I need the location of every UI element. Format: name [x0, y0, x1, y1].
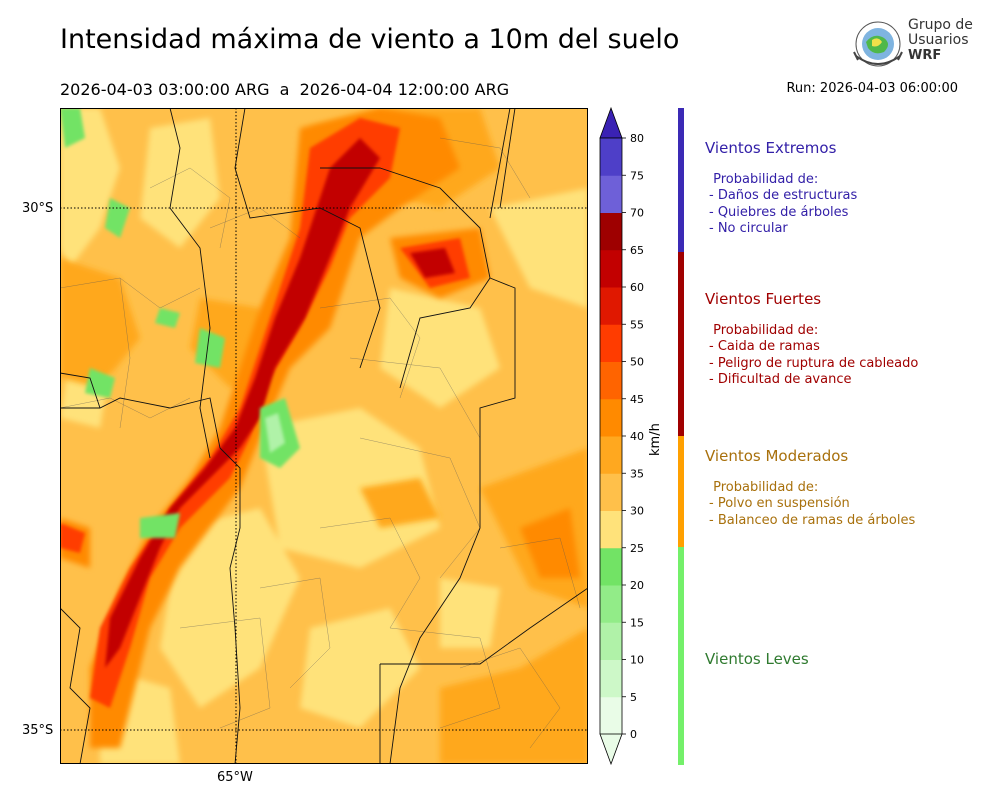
run-timestamp: Run: 2026-04-03 06:00:00 [786, 81, 958, 96]
colorbar-tick-label: 5 [630, 691, 637, 704]
colorbar-upper-extension [599, 106, 623, 139]
category-moderate-desc: Probabilidad de: - Polvo en suspensión -… [709, 480, 916, 528]
category-bar-extreme [678, 108, 684, 252]
colorbar-segment [600, 696, 622, 735]
colorbar-tick-label: 0 [630, 728, 637, 741]
colorbar-tick-label: 45 [630, 393, 644, 406]
colorbar-tick-label: 30 [630, 505, 644, 518]
category-light-label: Vientos Leves [705, 650, 809, 668]
colorbar-segment [600, 324, 622, 362]
colorbar-tick-label: 60 [630, 281, 644, 294]
colorbar-segment [600, 659, 622, 698]
colorbar-unit: km/h [648, 423, 663, 456]
colorbar-tick-label: 35 [630, 467, 644, 480]
logo-text: Grupo de Usuarios WRF [908, 17, 973, 64]
colorbar-tick-label: 75 [630, 169, 644, 182]
colorbar-segment [600, 175, 622, 213]
category-moderate-label: Vientos Moderados [705, 447, 849, 465]
colorbar-tick-label: 20 [630, 579, 644, 592]
colorbar-segment [600, 436, 622, 474]
colorbar-segment [600, 361, 622, 400]
lat-label-30s: 30°S [22, 201, 54, 216]
period-subtitle: 2026-04-03 03:00:00 ARG a 2026-04-04 12:… [60, 80, 510, 99]
colorbar-tick-label: 50 [630, 356, 644, 369]
colorbar-tick-label: 65 [630, 244, 644, 257]
colorbar-tick-label: 80 [630, 132, 644, 145]
colorbar-tick-label: 40 [630, 430, 644, 443]
colorbar-tick-label: 55 [630, 318, 644, 331]
lon-label-65w: 65°W [217, 770, 253, 785]
colorbar-tick-label: 15 [630, 616, 644, 629]
wrf-logo [853, 21, 903, 67]
lat-label-35s: 35°S [22, 723, 54, 738]
category-bar-strong [678, 252, 684, 436]
colorbar-tick-label: 10 [630, 654, 644, 667]
colorbar-segment [600, 585, 622, 623]
colorbar-segment [600, 622, 622, 660]
category-bar-moderate [678, 436, 684, 547]
category-strong-label: Vientos Fuertes [705, 290, 822, 308]
colorbar-segment [600, 510, 622, 549]
map-title: Intensidad máxima de viento a 10m del su… [60, 24, 680, 55]
colorbar: 0 5 10 15 20 25 30 35 40 45 50 55 60 65 70 75 80 [599, 106, 644, 766]
colorbar-tick-label: 70 [630, 207, 644, 220]
category-strong-desc: Probabilidad de: - Caida de ramas - Peli… [709, 323, 919, 387]
colorbar-lower-extension [599, 733, 623, 766]
category-extreme-desc: Probabilidad de: - Daños de estructuras … [709, 172, 858, 236]
wind-map [60, 108, 588, 764]
colorbar-segment [600, 473, 622, 511]
colorbar-segment [600, 138, 622, 176]
colorbar-segment [600, 249, 622, 288]
colorbar-segment [600, 547, 622, 586]
category-bar-light [678, 547, 684, 765]
colorbar-tick-label: 25 [630, 542, 644, 555]
colorbar-segment [600, 287, 622, 325]
colorbar-segment [600, 212, 622, 251]
colorbar-segment [600, 398, 622, 437]
category-extreme-label: Vientos Extremos [705, 139, 837, 157]
